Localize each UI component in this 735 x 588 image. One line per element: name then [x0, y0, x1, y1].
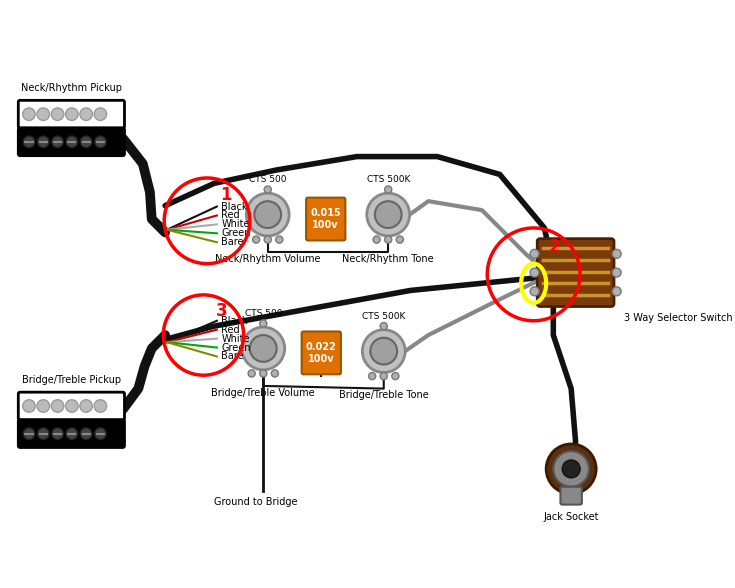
- Circle shape: [94, 400, 107, 412]
- Text: Neck/Rhythm Volume: Neck/Rhythm Volume: [215, 254, 320, 264]
- Circle shape: [250, 335, 276, 362]
- FancyBboxPatch shape: [18, 128, 124, 156]
- Circle shape: [271, 370, 279, 377]
- Text: 0.015
100v: 0.015 100v: [310, 208, 341, 230]
- Text: White: White: [221, 219, 250, 229]
- Circle shape: [94, 108, 107, 121]
- Text: 1: 1: [220, 186, 232, 204]
- Circle shape: [246, 193, 289, 236]
- Text: Jack Socket: Jack Socket: [543, 512, 599, 522]
- Text: CTS 500K: CTS 500K: [367, 175, 410, 184]
- Circle shape: [51, 400, 64, 412]
- Text: Green: Green: [221, 228, 251, 238]
- Circle shape: [612, 268, 621, 277]
- Text: 3: 3: [216, 302, 227, 320]
- Circle shape: [80, 428, 92, 439]
- Text: Bridge/Treble Pickup: Bridge/Treble Pickup: [22, 375, 121, 385]
- Circle shape: [530, 268, 539, 277]
- FancyBboxPatch shape: [18, 392, 124, 420]
- Text: 2: 2: [549, 238, 560, 256]
- Circle shape: [373, 236, 380, 243]
- Circle shape: [37, 136, 49, 148]
- Circle shape: [259, 370, 267, 377]
- Circle shape: [253, 236, 259, 243]
- Circle shape: [37, 108, 49, 121]
- FancyBboxPatch shape: [301, 332, 341, 375]
- Circle shape: [546, 444, 596, 494]
- Text: CTS 500: CTS 500: [245, 309, 282, 318]
- Circle shape: [562, 460, 580, 478]
- Circle shape: [23, 400, 35, 412]
- Circle shape: [95, 428, 106, 439]
- Circle shape: [51, 108, 64, 121]
- Text: Ground to Bridge: Ground to Bridge: [215, 497, 298, 507]
- Circle shape: [254, 201, 281, 228]
- Circle shape: [370, 338, 397, 365]
- Circle shape: [368, 373, 376, 380]
- FancyBboxPatch shape: [18, 101, 124, 128]
- Circle shape: [612, 287, 621, 296]
- Text: Bridge/Treble Volume: Bridge/Treble Volume: [212, 387, 315, 397]
- Circle shape: [384, 186, 392, 193]
- Text: Red: Red: [221, 211, 240, 220]
- Circle shape: [264, 236, 271, 243]
- Circle shape: [80, 108, 93, 121]
- Circle shape: [367, 193, 409, 236]
- Text: White: White: [221, 333, 250, 343]
- Text: Bare: Bare: [221, 237, 244, 247]
- Circle shape: [37, 400, 49, 412]
- Text: Red: Red: [221, 325, 240, 335]
- Circle shape: [380, 373, 387, 380]
- Circle shape: [276, 236, 283, 243]
- FancyBboxPatch shape: [306, 198, 345, 240]
- Circle shape: [375, 201, 401, 228]
- Text: Bridge/Treble Tone: Bridge/Treble Tone: [339, 390, 429, 400]
- Text: Black: Black: [221, 202, 248, 212]
- FancyBboxPatch shape: [561, 487, 582, 505]
- Circle shape: [362, 330, 405, 373]
- Text: Green: Green: [221, 343, 251, 353]
- Circle shape: [553, 451, 589, 487]
- Circle shape: [37, 428, 49, 439]
- Circle shape: [530, 287, 539, 296]
- Circle shape: [24, 428, 35, 439]
- Circle shape: [65, 400, 78, 412]
- Circle shape: [80, 136, 92, 148]
- Text: 3 Way Selector Switch: 3 Way Selector Switch: [624, 313, 733, 323]
- Text: CTS 500: CTS 500: [249, 175, 287, 184]
- Circle shape: [242, 327, 284, 370]
- Circle shape: [65, 108, 78, 121]
- Text: Bare: Bare: [221, 352, 244, 362]
- Circle shape: [380, 323, 387, 330]
- Circle shape: [248, 370, 255, 377]
- Circle shape: [612, 249, 621, 258]
- Circle shape: [95, 136, 106, 148]
- Text: CTS 500K: CTS 500K: [362, 312, 406, 321]
- Text: 0.022
100v: 0.022 100v: [306, 342, 337, 364]
- Circle shape: [396, 236, 404, 243]
- Circle shape: [51, 136, 63, 148]
- Circle shape: [24, 136, 35, 148]
- Text: Neck/Rhythm Pickup: Neck/Rhythm Pickup: [21, 83, 122, 93]
- FancyBboxPatch shape: [537, 239, 614, 306]
- Circle shape: [66, 136, 78, 148]
- Circle shape: [259, 320, 267, 327]
- Circle shape: [80, 400, 93, 412]
- Circle shape: [530, 249, 539, 258]
- Circle shape: [264, 186, 271, 193]
- FancyBboxPatch shape: [18, 420, 124, 447]
- Circle shape: [66, 428, 78, 439]
- Text: Black: Black: [221, 316, 248, 326]
- Text: Neck/Rhythm Tone: Neck/Rhythm Tone: [343, 254, 434, 264]
- Circle shape: [392, 373, 399, 380]
- Circle shape: [384, 236, 392, 243]
- Circle shape: [23, 108, 35, 121]
- Circle shape: [51, 428, 63, 439]
